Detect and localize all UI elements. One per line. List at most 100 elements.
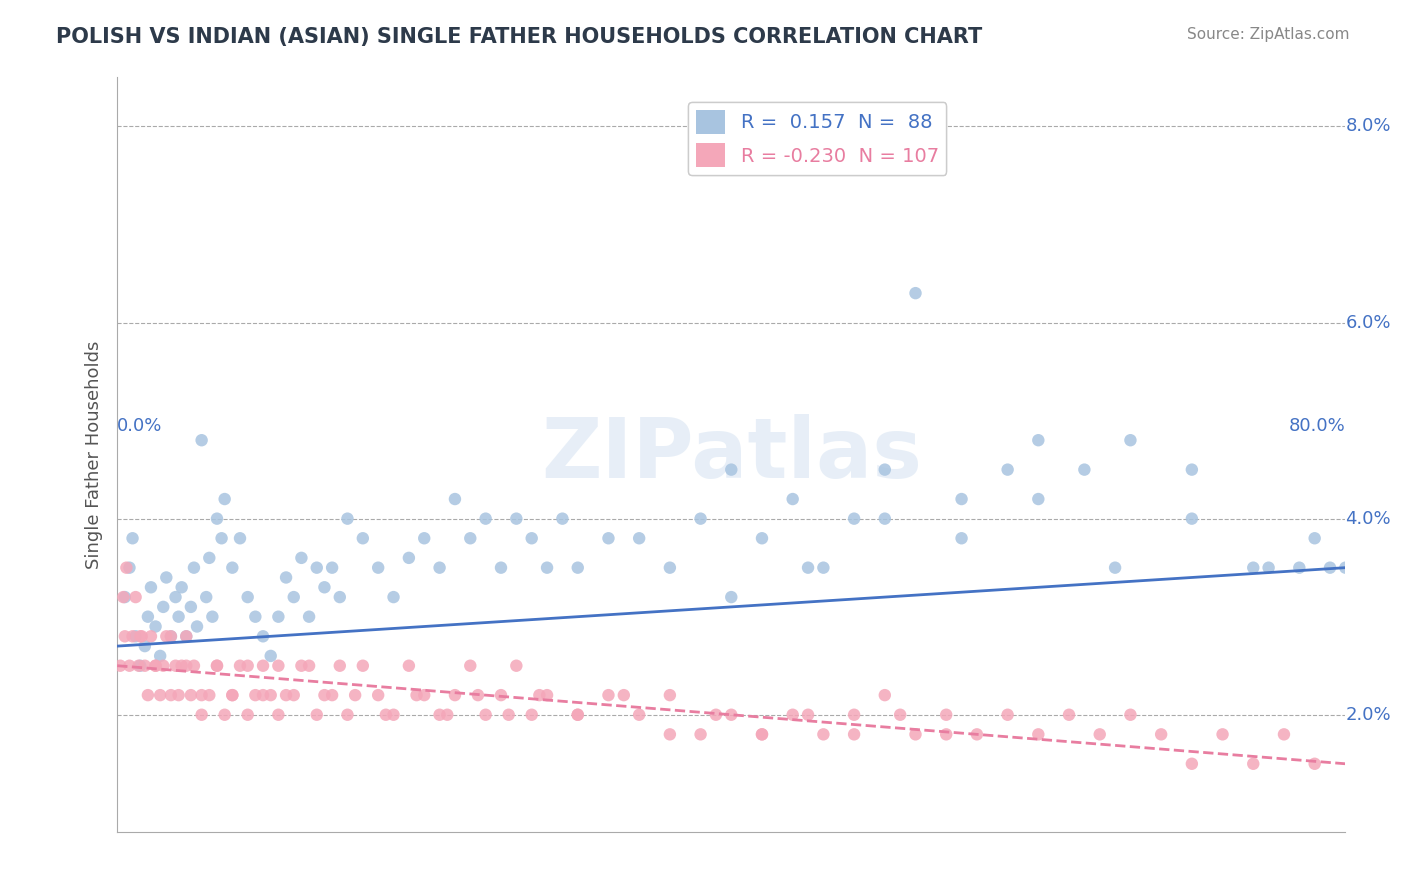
Point xyxy=(398,658,420,673)
Point xyxy=(245,609,267,624)
Point xyxy=(305,560,328,574)
Point xyxy=(136,688,159,702)
Point xyxy=(214,491,236,506)
Point xyxy=(904,727,927,741)
Point xyxy=(118,658,141,673)
Point xyxy=(429,707,451,722)
Point xyxy=(474,707,496,722)
Point xyxy=(321,688,343,702)
Point xyxy=(110,658,132,673)
Point xyxy=(1288,560,1310,574)
Point xyxy=(198,550,221,565)
Point xyxy=(935,707,957,722)
Point xyxy=(1026,434,1049,448)
Point xyxy=(160,688,183,702)
Point xyxy=(118,560,141,574)
Point xyxy=(221,560,243,574)
Point xyxy=(520,707,543,722)
Point xyxy=(489,688,512,702)
Point xyxy=(260,648,283,663)
Point xyxy=(205,658,228,673)
Point xyxy=(252,629,274,643)
Point xyxy=(170,658,193,673)
Point xyxy=(689,727,711,741)
Point xyxy=(145,619,167,633)
Text: 4.0%: 4.0% xyxy=(1346,509,1391,528)
Point xyxy=(167,609,190,624)
Point xyxy=(467,688,489,702)
Point xyxy=(367,688,389,702)
Point xyxy=(628,531,651,545)
Point xyxy=(329,590,352,604)
Point xyxy=(145,658,167,673)
Point xyxy=(267,609,290,624)
Point xyxy=(444,491,467,506)
Point xyxy=(1272,727,1295,741)
Point xyxy=(245,688,267,702)
Point xyxy=(1104,560,1126,574)
Point xyxy=(314,688,336,702)
Text: 8.0%: 8.0% xyxy=(1346,118,1391,136)
Point xyxy=(567,707,589,722)
Point xyxy=(221,688,243,702)
Point xyxy=(152,658,174,673)
Point xyxy=(842,727,865,741)
Text: 80.0%: 80.0% xyxy=(1289,417,1346,435)
Point xyxy=(474,511,496,525)
Point xyxy=(536,560,558,574)
Point xyxy=(1241,756,1264,771)
Point xyxy=(444,688,467,702)
Point xyxy=(155,570,177,584)
Point xyxy=(229,531,252,545)
Point xyxy=(352,658,374,673)
Point xyxy=(398,550,420,565)
Text: 2.0%: 2.0% xyxy=(1346,706,1391,723)
Point xyxy=(274,688,297,702)
Point xyxy=(152,599,174,614)
Point xyxy=(195,590,218,604)
Point xyxy=(180,599,202,614)
Point xyxy=(520,531,543,545)
Point xyxy=(489,560,512,574)
Point xyxy=(613,688,636,702)
Point xyxy=(782,707,804,722)
Point xyxy=(174,629,197,643)
Text: 6.0%: 6.0% xyxy=(1346,314,1391,332)
Point xyxy=(136,609,159,624)
Point xyxy=(165,658,187,673)
Point xyxy=(260,688,283,702)
Point xyxy=(997,707,1019,722)
Point xyxy=(935,727,957,741)
Point xyxy=(966,727,988,741)
Point xyxy=(160,629,183,643)
Point xyxy=(904,286,927,301)
Point xyxy=(214,707,236,722)
Point xyxy=(236,590,259,604)
Point xyxy=(134,639,156,653)
Point xyxy=(813,727,835,741)
Point xyxy=(505,511,527,525)
Point xyxy=(720,462,742,476)
Point xyxy=(1303,531,1326,545)
Point xyxy=(751,727,773,741)
Point xyxy=(1150,727,1173,741)
Point xyxy=(628,707,651,722)
Point xyxy=(458,531,481,545)
Point xyxy=(221,688,243,702)
Point xyxy=(252,688,274,702)
Point xyxy=(367,560,389,574)
Point xyxy=(720,707,742,722)
Point xyxy=(160,629,183,643)
Point xyxy=(114,629,136,643)
Point xyxy=(336,511,359,525)
Point xyxy=(1181,511,1204,525)
Text: ZIPatlas: ZIPatlas xyxy=(541,415,922,495)
Point xyxy=(382,590,405,604)
Point xyxy=(751,727,773,741)
Point xyxy=(321,560,343,574)
Point xyxy=(183,658,205,673)
Point xyxy=(201,609,224,624)
Point xyxy=(128,658,150,673)
Text: 0.0%: 0.0% xyxy=(117,417,163,435)
Point xyxy=(997,462,1019,476)
